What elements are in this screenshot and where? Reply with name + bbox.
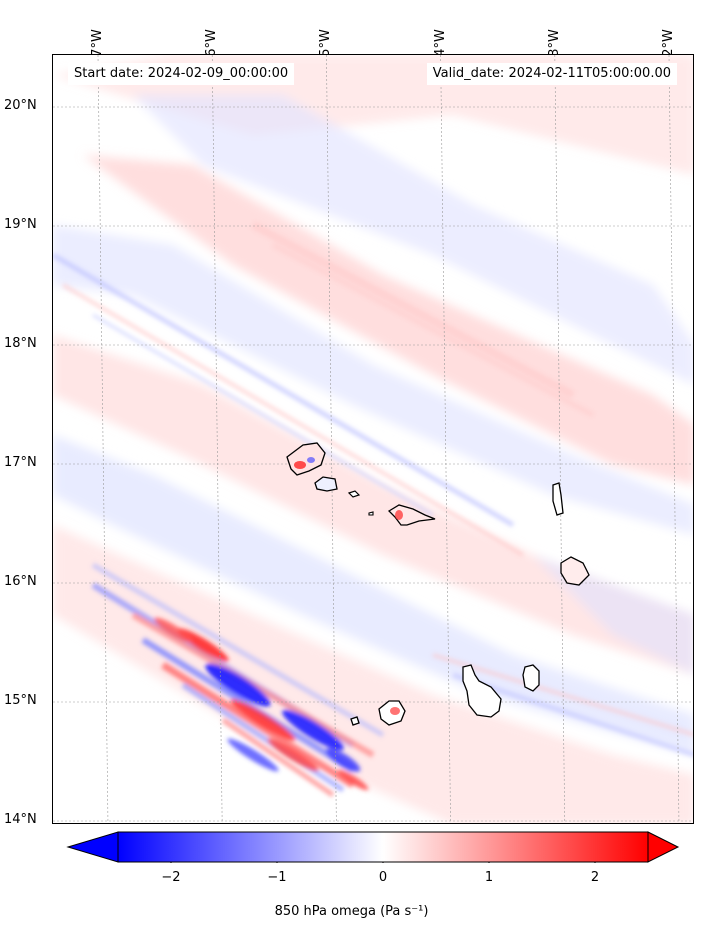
band-negative-east — [533, 555, 693, 675]
island-maio — [522, 664, 540, 692]
streak-red-3 — [271, 242, 595, 418]
island-features — [286, 442, 590, 726]
omega-field-map — [53, 55, 693, 823]
start-date-label: Start date: 2024-02-09_00:00:00 — [68, 63, 295, 85]
omega-broad-bands — [53, 55, 693, 823]
core-red-2 — [230, 699, 296, 741]
omega-strong-packet — [91, 582, 375, 798]
latitude-tick-label: 19°N — [4, 217, 37, 232]
omega-wave-streaks — [53, 221, 693, 757]
colorbar-tick-label: 2 — [590, 870, 600, 885]
island-boa-vista — [560, 556, 590, 586]
core-blue-1 — [205, 663, 271, 707]
band-positive-south — [53, 525, 693, 823]
island-sao-nicolau — [387, 504, 436, 526]
latitude-tick-label: 18°N — [4, 336, 37, 351]
streak-red-1 — [61, 283, 525, 557]
latitude-tick-label: 16°N — [4, 574, 37, 589]
colorbar-tick-label: 1 — [484, 870, 494, 885]
colorbar-label: 850 hPa omega (Pa s⁻¹) — [274, 904, 429, 919]
latitude-tick-label: 17°N — [4, 455, 37, 470]
band-positive-mid — [53, 335, 693, 675]
streak-blue-3 — [91, 562, 385, 738]
latitude-tick-label: 14°N — [4, 812, 37, 827]
packet-red-2 — [161, 662, 355, 788]
colorbar-tick-label: −1 — [267, 870, 287, 885]
band-negative-mid — [53, 225, 693, 535]
omega-spot-fogo — [390, 707, 400, 715]
packet-blue-3 — [181, 682, 345, 793]
streak-blue-1 — [53, 252, 515, 528]
core-blue-2 — [282, 709, 344, 751]
gridlines — [53, 55, 693, 823]
map-panel — [52, 54, 694, 824]
island-sao-vicente — [314, 476, 338, 492]
latitude-tick-label: 15°N — [4, 693, 37, 708]
island-raso — [368, 511, 374, 516]
streak-red-4 — [432, 653, 693, 737]
colorbar-tick-label: 0 — [378, 870, 388, 885]
colorbar — [66, 831, 680, 863]
island-santiago — [462, 664, 502, 718]
omega-spot-santo-antao-blue — [307, 457, 315, 463]
streak-blue-4 — [452, 672, 693, 757]
colorbar-extend-min — [66, 831, 119, 863]
core-red-3 — [267, 738, 319, 772]
gridline-lon — [440, 55, 451, 823]
band-negative-north — [133, 95, 693, 385]
band-positive-ridge — [83, 155, 693, 485]
omega-spot-santo-antao — [294, 461, 306, 469]
colorbar-extend-max — [647, 831, 680, 863]
colorbar-body — [117, 831, 649, 863]
core-red-5 — [337, 769, 369, 791]
omega-spot-sao-nicolau — [395, 510, 403, 520]
island-sal — [552, 482, 564, 516]
gridline-lon — [668, 55, 680, 823]
valid-date-label: Valid_date: 2024-02-11T05:00:00.00 — [426, 63, 677, 85]
colorbar-tick-marks — [170, 862, 596, 863]
streak-red-2 — [251, 221, 575, 399]
island-brava — [350, 716, 360, 726]
gridline-lon — [554, 55, 566, 823]
streak-blue-2 — [92, 313, 434, 517]
island-santa-luzia — [347, 490, 361, 498]
gridline-lon — [211, 55, 223, 823]
packet-red-3 — [221, 717, 335, 798]
colorbar-tick-label: −2 — [161, 870, 181, 885]
latitude-tick-label: 20°N — [4, 98, 37, 113]
core-blue-4 — [325, 748, 361, 772]
core-red-4 — [154, 617, 192, 643]
gridline-lon — [97, 55, 109, 823]
gridline-lon — [326, 55, 337, 823]
core-blue-3 — [227, 738, 279, 772]
core-red-1 — [177, 628, 229, 662]
